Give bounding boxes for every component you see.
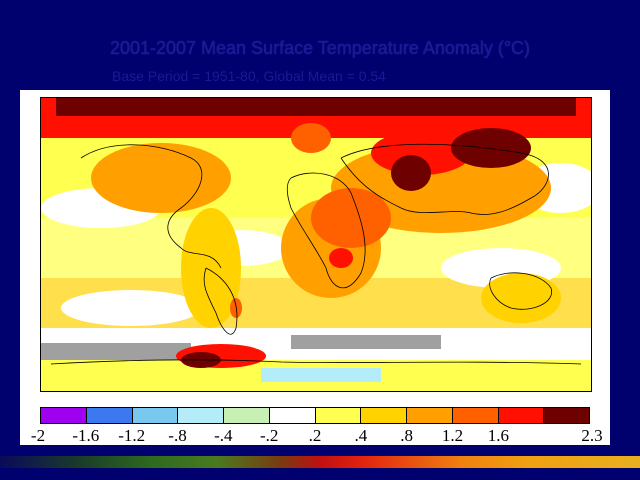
chart-title: 2001-2007 Mean Surface Temperature Anoma… — [109, 38, 531, 58]
legend-swatch — [315, 408, 362, 423]
legend-swatch — [132, 408, 179, 423]
legend-swatch — [269, 408, 316, 423]
legend-tick-label: 2.3 — [581, 426, 603, 445]
legend-swatch — [41, 408, 87, 423]
footer-gradient-bar — [0, 456, 640, 468]
legend-swatch — [178, 408, 224, 423]
legend-tick-label: .2 — [308, 426, 322, 445]
legend-swatch — [498, 408, 545, 423]
legend-tick-label: -1.2 — [118, 426, 146, 445]
legend-tick-labels: -2 -1.6 -1.2 -.8 -.4 -.2 .2 .4 .8 1.2 1.6 2.3 — [20, 426, 610, 446]
legend-swatch — [452, 408, 499, 423]
legend-swatch — [544, 408, 589, 423]
temperature-anomaly-map — [40, 97, 592, 392]
legend-tick-label: -2 — [30, 426, 46, 445]
legend-tick-label: -.8 — [168, 426, 187, 445]
legend-tick-label: 1.6 — [487, 426, 509, 445]
chart-subtitle: Base Period = 1951-80, Global Mean = 0.5… — [112, 68, 386, 84]
legend-tick-label: -.4 — [214, 426, 233, 445]
legend-swatch — [224, 408, 270, 423]
legend-swatch — [407, 408, 453, 423]
legend-tick-label: 1.2 — [441, 426, 464, 445]
color-legend — [40, 407, 590, 424]
legend-tick-label: .4 — [354, 426, 368, 445]
legend-swatch — [361, 408, 407, 423]
legend-tick-label: -.2 — [259, 426, 279, 445]
legend-tick-label: .8 — [400, 426, 414, 445]
legend-tick-label: -1.6 — [72, 426, 100, 445]
legend-swatch — [86, 408, 133, 423]
